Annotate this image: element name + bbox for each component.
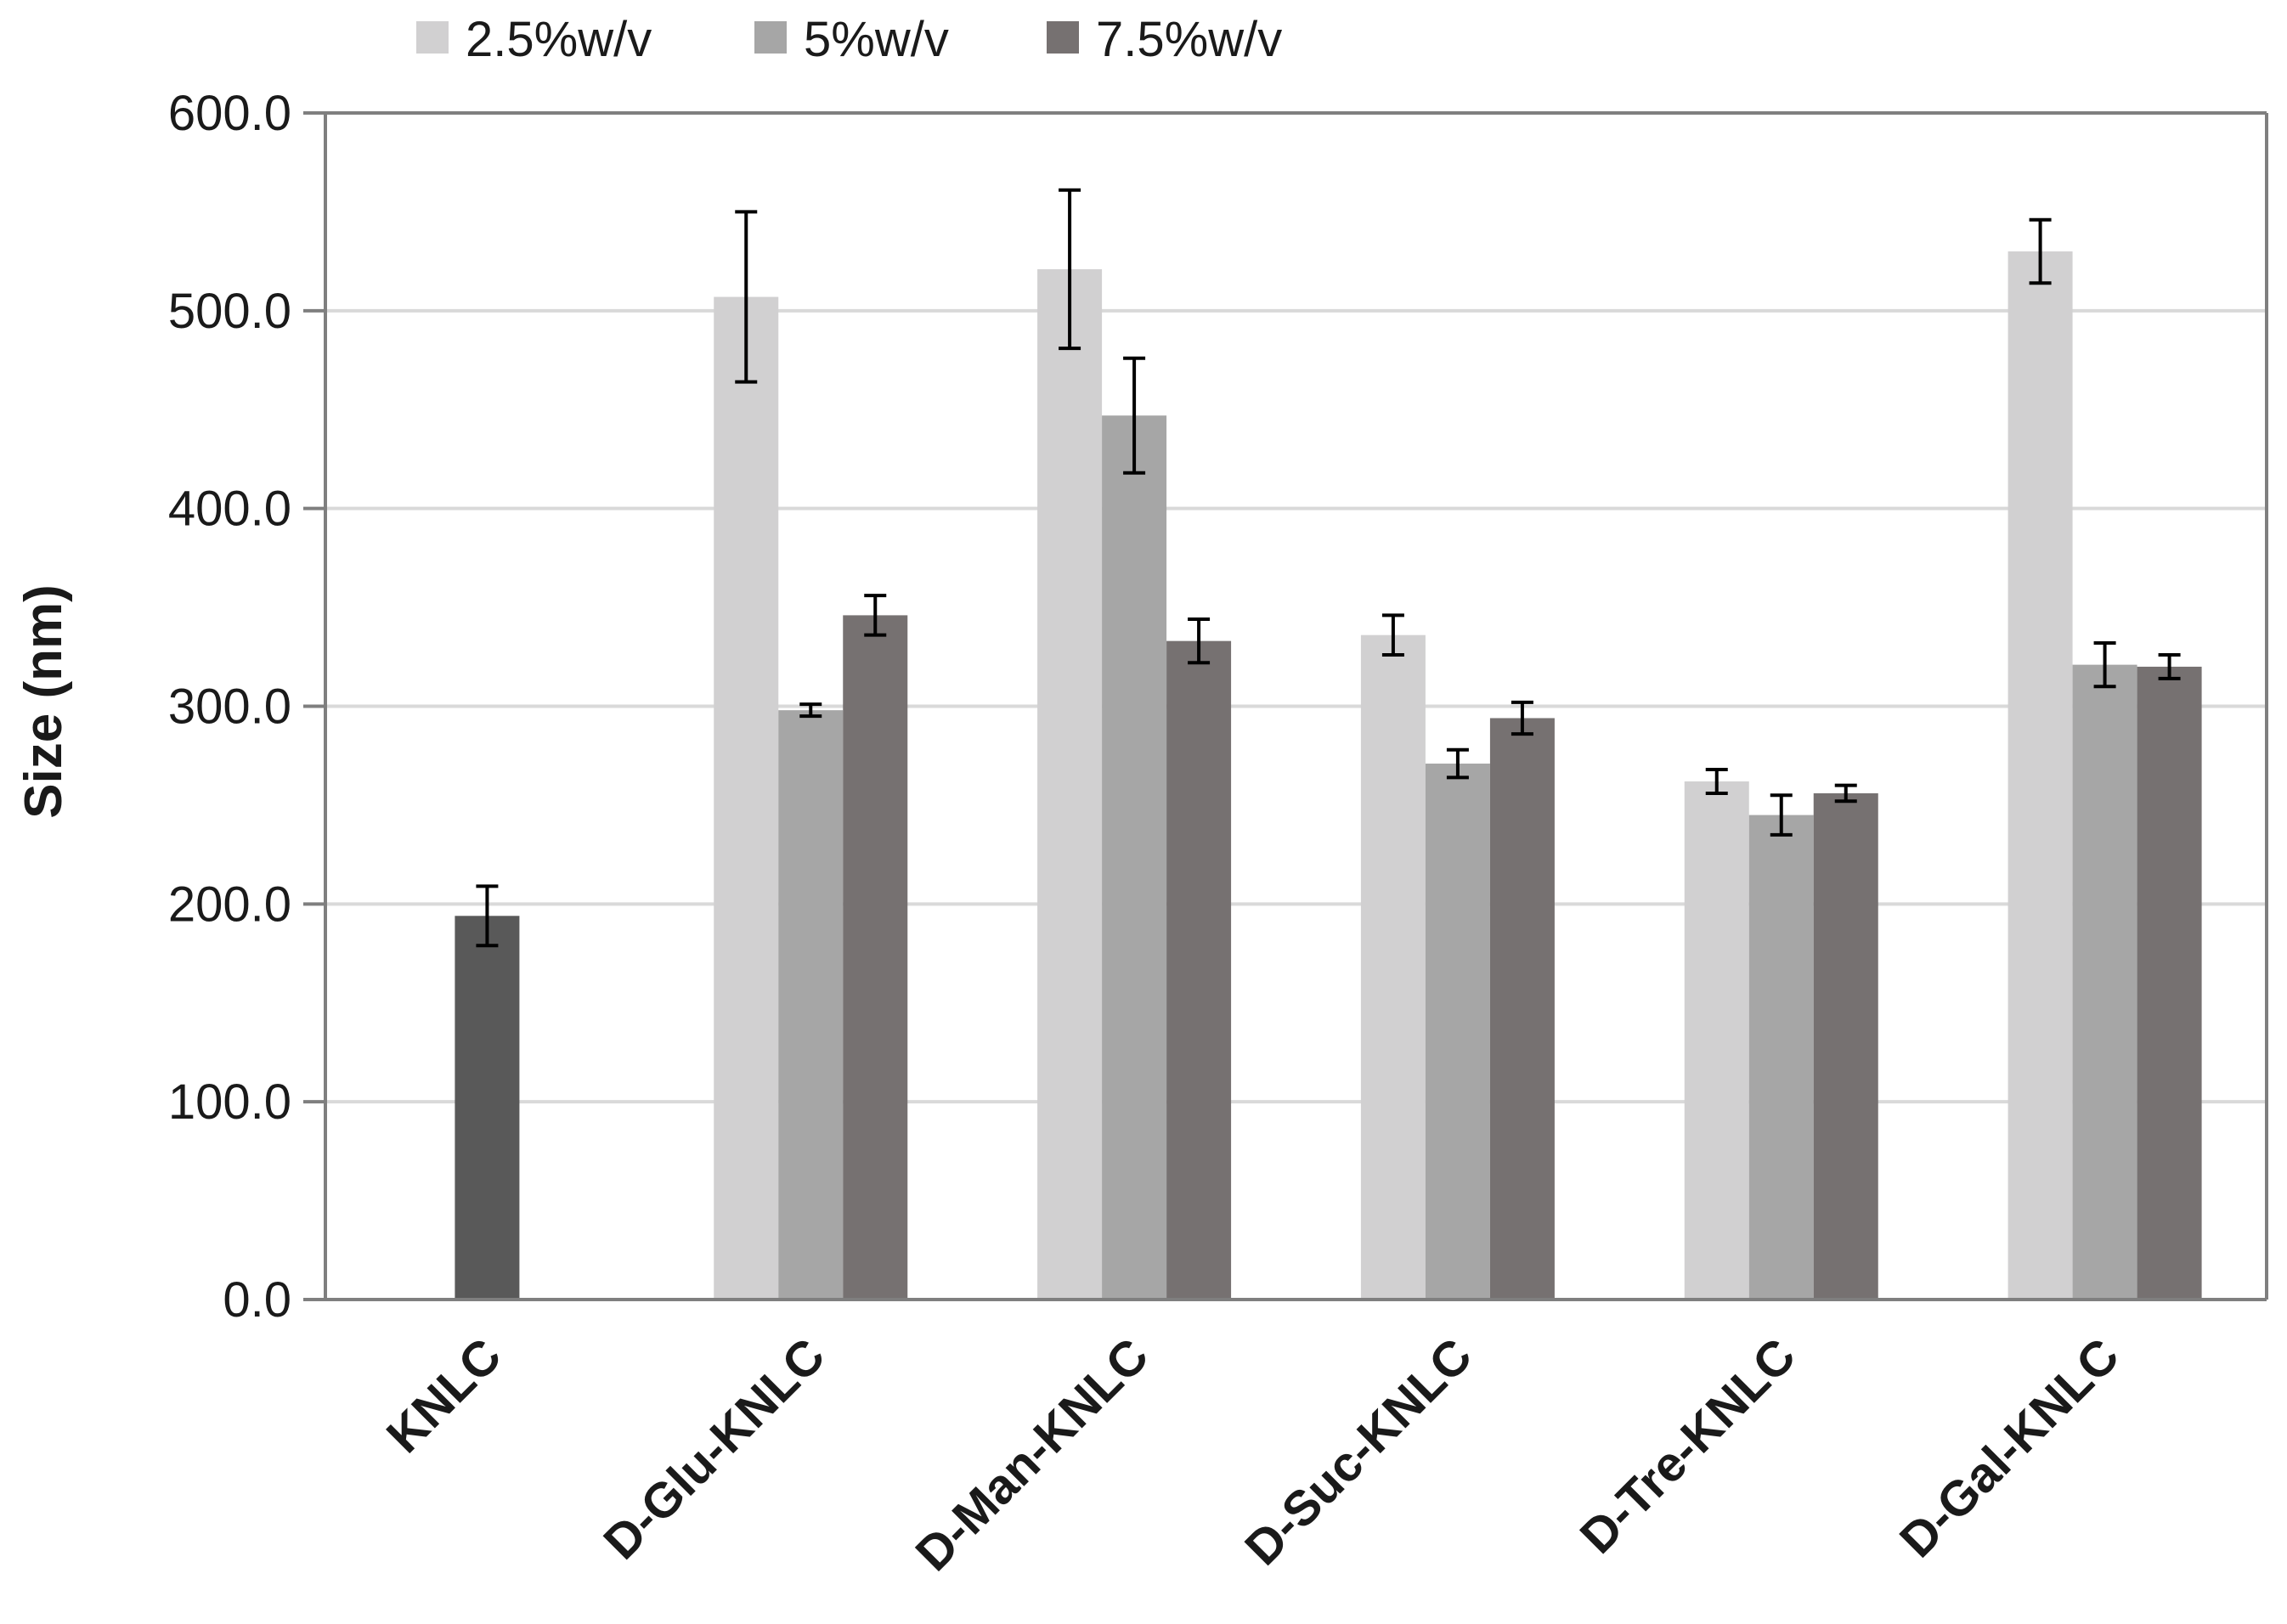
bar-D-Glu-KNLC-2.5%w/v: [714, 296, 779, 1300]
bar-D-Gal-KNLC-7.5%w/v: [2137, 666, 2202, 1300]
legend: 2.5%w/v 5%w/v 7.5%w/v: [416, 12, 1282, 67]
bar-KNLC: [455, 916, 520, 1300]
legend-label-0: 2.5%w/v: [466, 12, 652, 67]
bar-D-Suc-KNLC-2.5%w/v: [1360, 634, 1426, 1300]
bar-D-Suc-KNLC-5%w/v: [1425, 764, 1490, 1300]
bar-D-Tre-KNLC-2.5%w/v: [1684, 781, 1749, 1300]
bar-D-Gal-KNLC-2.5%w/v: [2007, 251, 2073, 1300]
bar-D-Glu-KNLC-7.5%w/v: [843, 615, 908, 1300]
y-tick-label-1: 100.0: [168, 1074, 291, 1130]
y-tick-label-5: 500.0: [168, 284, 291, 339]
legend-label-2: 7.5%w/v: [1096, 12, 1282, 67]
x-tick-label-3: D-Suc-KNLC: [1234, 1328, 1482, 1576]
y-axis-title: Size (nm): [14, 584, 73, 819]
bar-D-Glu-KNLC-5%w/v: [778, 710, 844, 1300]
y-tick-label-4: 400.0: [168, 482, 291, 537]
x-tick-label-5: D-Gal-KNLC: [1889, 1328, 2130, 1568]
bar-D-Suc-KNLC-7.5%w/v: [1489, 718, 1555, 1300]
y-tick-label-6: 600.0: [168, 86, 291, 141]
bar-D-Man-KNLC-2.5%w/v: [1037, 268, 1103, 1300]
bar-D-Man-KNLC-5%w/v: [1102, 415, 1167, 1300]
bar-D-Man-KNLC-7.5%w/v: [1166, 640, 1232, 1300]
axes: [303, 111, 2268, 1301]
legend-swatch-0: [416, 21, 449, 54]
x-tick-label-0: KNLC: [376, 1328, 512, 1463]
bars: [455, 251, 2202, 1300]
y-tick-label-2: 200.0: [168, 877, 291, 932]
x-tick-label-4: D-Tre-KNLC: [1570, 1328, 1806, 1564]
y-tick-label-3: 300.0: [168, 679, 291, 735]
bar-D-Tre-KNLC-5%w/v: [1748, 815, 1814, 1300]
bar-D-Tre-KNLC-7.5%w/v: [1813, 792, 1878, 1300]
bar-D-Gal-KNLC-5%w/v: [2072, 664, 2137, 1300]
x-tick-label-1: D-Glu-KNLC: [593, 1328, 835, 1570]
legend-swatch-1: [754, 21, 787, 54]
error-bars: [476, 188, 2181, 948]
legend-swatch-2: [1047, 21, 1079, 54]
legend-label-1: 5%w/v: [804, 12, 949, 67]
x-tick-label-2: D-Man-KNLC: [905, 1328, 1159, 1582]
y-tick-label-0: 0.0: [223, 1272, 291, 1328]
gridlines: [325, 111, 2267, 1104]
